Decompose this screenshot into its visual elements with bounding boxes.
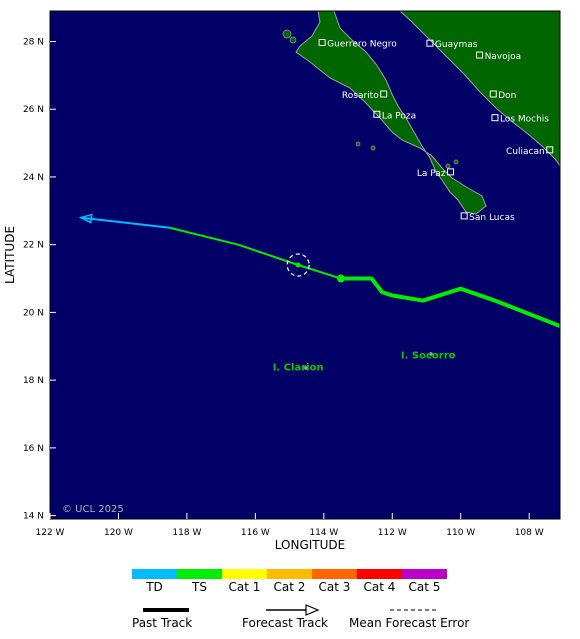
island-dot bbox=[355, 141, 361, 147]
forecast-point-dot bbox=[295, 262, 301, 268]
mean-error-label: Mean Forecast Error bbox=[349, 616, 470, 630]
place-label: Los Mochis bbox=[500, 115, 549, 125]
y-tick-label: 20 N bbox=[23, 308, 44, 318]
place-marker bbox=[380, 90, 388, 98]
island-dot bbox=[429, 352, 433, 356]
y-tick-label: 14 N bbox=[23, 512, 44, 522]
x-tick-label: 116 W bbox=[241, 528, 270, 538]
legend-swatch bbox=[402, 569, 447, 579]
x-axis-label: LONGITUDE bbox=[274, 538, 346, 552]
islands bbox=[282, 29, 459, 370]
place-label: Rosarito bbox=[342, 91, 379, 101]
forecast-track-segment bbox=[169, 226, 239, 246]
y-axis-label-text: LATITUDE bbox=[3, 226, 17, 284]
place-marker bbox=[426, 39, 434, 47]
legend-label: TS bbox=[192, 580, 207, 594]
place-label: Navojoa bbox=[485, 52, 522, 62]
legend-label: Cat 5 bbox=[408, 580, 441, 594]
legend-label: Cat 1 bbox=[228, 580, 261, 594]
place-marker bbox=[446, 168, 454, 176]
x-tick-label: 118 W bbox=[172, 528, 201, 538]
forecast-track-label: Forecast Track bbox=[242, 616, 328, 630]
island-dot bbox=[445, 163, 451, 169]
current-position-dot bbox=[336, 274, 345, 283]
x-tick-label: 120 W bbox=[104, 528, 133, 538]
place-marker bbox=[546, 146, 554, 154]
y-tick-label: 28 N bbox=[23, 37, 44, 47]
place-label: Don bbox=[498, 91, 516, 101]
copyright-text: © UCL 2025 bbox=[62, 504, 124, 515]
place-label: Guaymas bbox=[435, 40, 478, 50]
island-dot bbox=[289, 36, 297, 44]
island-label: I. Clarion bbox=[273, 363, 324, 374]
place-label: Culiacan bbox=[506, 147, 545, 157]
y-tick-label: 16 N bbox=[23, 444, 44, 454]
y-tick-label: 24 N bbox=[23, 173, 44, 183]
y-tick-label: 26 N bbox=[23, 105, 44, 115]
forecast-track-segment bbox=[297, 264, 342, 280]
ocean bbox=[50, 11, 560, 519]
land-masses bbox=[295, 11, 560, 215]
legend-label: Cat 2 bbox=[273, 580, 306, 594]
legend-swatch bbox=[357, 569, 402, 579]
mainland-mexico bbox=[399, 11, 560, 167]
island-dot bbox=[304, 366, 308, 370]
past-track-label: Past Track bbox=[132, 616, 193, 630]
place-marker bbox=[476, 51, 484, 59]
place-marker bbox=[318, 38, 326, 46]
storm-track-map: Guerrero Negro Guaymas Navojoa Rosarito Don L… bbox=[23, 10, 561, 538]
legend-swatch bbox=[177, 569, 222, 579]
x-tick-label: 122 W bbox=[36, 528, 65, 538]
axis-ticks: 122 W 120 W 118 W 116 W 114 W 112 W 110 W 108 W… bbox=[23, 37, 544, 538]
x-tick-label: 114 W bbox=[309, 528, 338, 538]
place-label: Guerrero Negro bbox=[327, 39, 397, 49]
place-marker bbox=[460, 212, 468, 220]
forecast-arrow-icon bbox=[305, 604, 320, 616]
plot-frame bbox=[49, 10, 561, 520]
legend-label: TD bbox=[146, 580, 163, 594]
legend-label: Cat 4 bbox=[363, 580, 396, 594]
x-tick-label: 108 W bbox=[515, 528, 544, 538]
place-labels: Guerrero Negro Guaymas Navojoa Rosarito Don L… bbox=[273, 38, 554, 374]
track-key bbox=[143, 604, 437, 616]
island-dot bbox=[453, 159, 459, 165]
forecast-arrowhead bbox=[78, 213, 93, 224]
island-dot bbox=[282, 29, 292, 39]
legend-swatch bbox=[222, 569, 267, 579]
y-tick-label: 22 N bbox=[23, 241, 44, 251]
past-track-line bbox=[340, 276, 560, 328]
forecast-track-segment bbox=[80, 216, 170, 229]
legend-label: Cat 3 bbox=[318, 580, 351, 594]
y-axis-label: LATITUDE bbox=[3, 226, 17, 284]
place-label: La Paz bbox=[417, 169, 446, 179]
island-label: I. Socorro bbox=[401, 351, 456, 362]
legend-swatch bbox=[132, 569, 177, 579]
place-marker bbox=[491, 114, 499, 122]
place-label: La Poza bbox=[382, 111, 416, 121]
baja-california-peninsula bbox=[295, 11, 487, 215]
x-tick-label: 112 W bbox=[378, 528, 407, 538]
forecast-error-circle bbox=[286, 253, 310, 277]
legend-swatch bbox=[312, 569, 357, 579]
x-tick-label: 110 W bbox=[446, 528, 475, 538]
legend-swatch bbox=[267, 569, 312, 579]
place-marker bbox=[489, 90, 497, 98]
storm-track bbox=[78, 213, 560, 328]
island-dot bbox=[370, 145, 376, 151]
y-tick-label: 18 N bbox=[23, 376, 44, 386]
place-marker bbox=[373, 110, 381, 118]
place-label: San Lucas bbox=[469, 213, 515, 223]
